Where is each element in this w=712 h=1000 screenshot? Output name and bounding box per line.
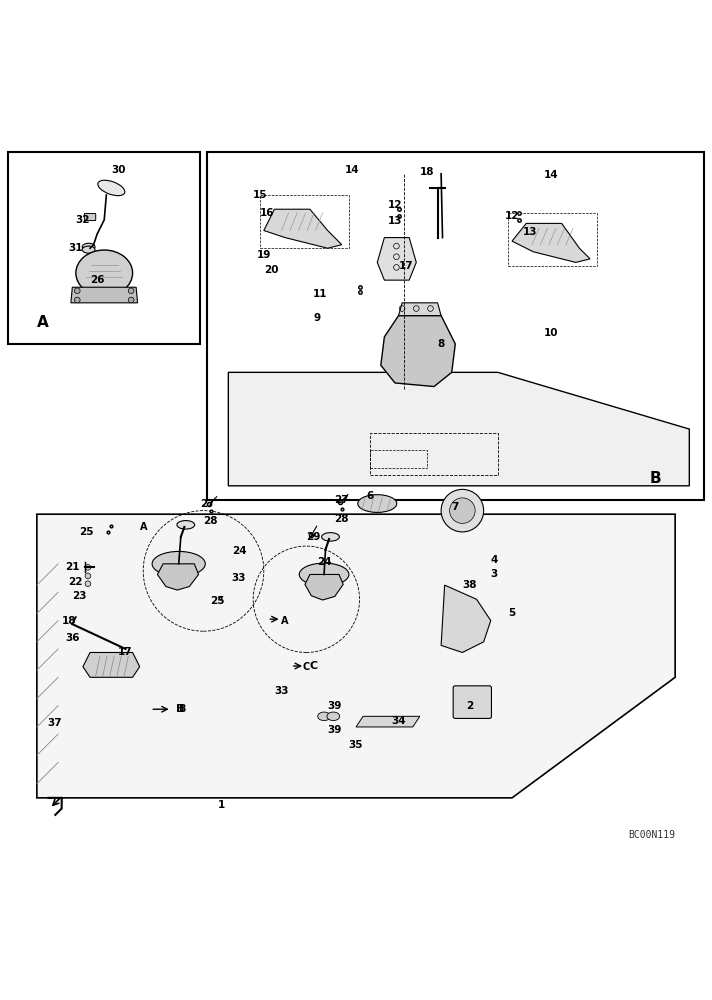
Polygon shape [37,514,675,798]
Polygon shape [512,223,590,262]
Text: 3: 3 [491,569,498,579]
Polygon shape [381,316,455,387]
Ellipse shape [177,521,194,529]
Text: 21: 21 [65,562,80,572]
Text: 7: 7 [451,502,459,512]
Text: 17: 17 [398,261,413,271]
Text: 13: 13 [388,216,402,226]
Circle shape [128,297,134,303]
Text: 27: 27 [200,499,214,509]
Text: C: C [303,662,310,672]
Text: 26: 26 [90,275,105,285]
Polygon shape [305,574,343,600]
Text: A: A [140,522,147,532]
Text: 36: 36 [65,633,80,643]
Text: B: B [649,471,661,486]
FancyBboxPatch shape [453,686,491,718]
Polygon shape [441,585,491,652]
Text: 25: 25 [79,527,94,537]
Polygon shape [229,372,689,486]
Text: 1: 1 [218,800,225,810]
Text: 19: 19 [256,250,271,260]
Text: B: B [179,704,186,714]
Ellipse shape [357,495,397,512]
Text: 12: 12 [388,200,402,210]
Polygon shape [83,652,140,677]
Text: 6: 6 [367,491,374,501]
Ellipse shape [318,712,330,721]
Text: 18: 18 [61,616,76,626]
Text: 22: 22 [68,577,83,587]
Polygon shape [356,716,420,727]
Text: 18: 18 [419,167,434,177]
Ellipse shape [76,250,132,296]
Text: A: A [37,315,48,330]
Circle shape [75,288,80,294]
Text: 13: 13 [523,227,537,237]
Polygon shape [399,303,441,316]
Text: A: A [281,616,289,626]
Text: 8: 8 [437,339,445,349]
Text: 14: 14 [544,170,558,180]
Text: 29: 29 [306,532,320,542]
Circle shape [85,581,90,587]
Text: C: C [309,661,318,671]
Text: 32: 32 [75,215,90,225]
Polygon shape [157,564,199,590]
Polygon shape [71,287,137,303]
Ellipse shape [98,180,125,196]
Circle shape [75,297,80,303]
Ellipse shape [152,551,205,576]
Circle shape [441,489,483,532]
Text: 27: 27 [335,495,349,505]
Circle shape [449,498,475,523]
Text: 4: 4 [491,555,498,565]
Circle shape [85,565,90,570]
Text: 25: 25 [211,596,225,606]
Text: 5: 5 [508,608,515,618]
Text: BC00N119: BC00N119 [628,830,675,840]
Text: 11: 11 [313,289,328,299]
Text: 23: 23 [72,591,87,601]
Text: 33: 33 [274,686,289,696]
Circle shape [128,288,134,294]
Ellipse shape [322,533,340,541]
Text: 17: 17 [118,647,133,657]
Circle shape [85,573,90,579]
Text: 28: 28 [335,514,349,524]
Polygon shape [377,238,417,280]
Ellipse shape [299,563,349,586]
Text: 39: 39 [328,725,342,735]
Text: 37: 37 [47,718,62,728]
Text: 14: 14 [345,165,360,175]
Text: 28: 28 [204,516,218,526]
Polygon shape [264,209,342,248]
Text: 33: 33 [231,573,246,583]
Text: 35: 35 [349,740,363,750]
Text: 30: 30 [111,165,125,175]
Text: 39: 39 [328,701,342,711]
Ellipse shape [327,712,340,721]
Text: 24: 24 [317,557,331,567]
Text: 20: 20 [263,265,278,275]
Ellipse shape [83,246,95,253]
Text: 2: 2 [466,701,473,711]
Text: 10: 10 [544,328,558,338]
Text: 16: 16 [260,208,275,218]
Text: 31: 31 [68,243,83,253]
Text: 38: 38 [462,580,477,590]
Text: 15: 15 [253,190,268,200]
Text: 24: 24 [231,546,246,556]
Text: B: B [176,704,184,714]
Text: 9: 9 [313,313,320,323]
Ellipse shape [83,243,95,250]
Text: 12: 12 [505,211,519,221]
Text: 34: 34 [391,716,406,726]
FancyBboxPatch shape [84,213,95,221]
